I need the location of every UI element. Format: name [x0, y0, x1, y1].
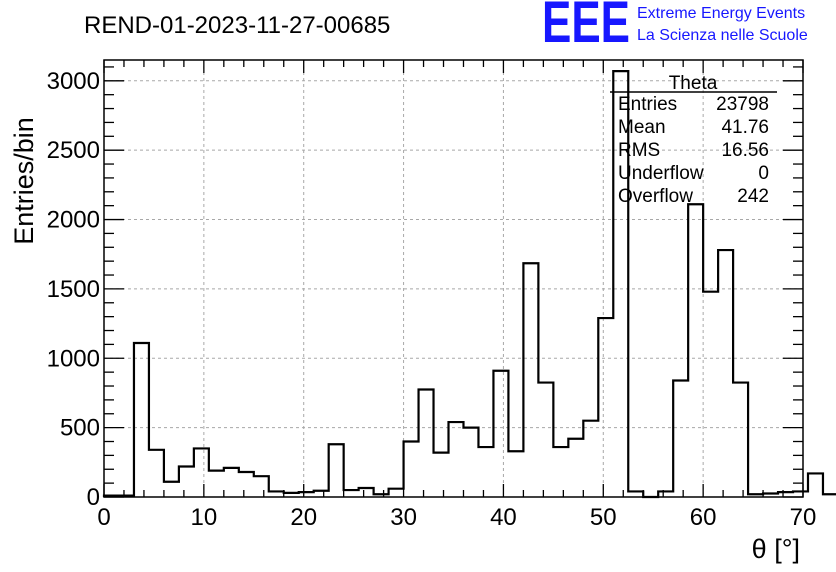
x-tick-label: 20 — [290, 504, 317, 531]
x-tick-label: 40 — [490, 504, 517, 531]
eee-logo: EEE Extreme Energy Events La Scienza nel… — [542, 0, 808, 55]
stats-label: Overflow — [618, 186, 693, 207]
x-tick-label: 50 — [590, 504, 617, 531]
x-axis-title: θ [°] — [752, 534, 800, 564]
grid-lines — [104, 60, 803, 497]
y-tick-label: 3000 — [47, 68, 100, 95]
histogram-title: REND-01-2023-11-27-00685 — [84, 12, 390, 39]
stats-value: 23798 — [716, 94, 769, 115]
eee-logo-mark: EEE — [542, 0, 630, 55]
histogram-outline — [102, 69, 836, 499]
x-tick-label: 0 — [97, 504, 110, 531]
y-axis-tick-labels: 0 500 1000 1500 2000 2500 3000 — [47, 68, 100, 511]
x-tick-label: 30 — [390, 504, 417, 531]
stats-value: 41.76 — [721, 117, 769, 138]
stats-label: Underflow — [618, 163, 704, 184]
x-tick-label: 70 — [790, 504, 817, 531]
stats-value: 16.56 — [721, 140, 769, 161]
stats-value: 0 — [758, 163, 769, 184]
logo-line-1: Extreme Energy Events — [637, 5, 805, 22]
stats-rows: Entries 23798 Mean 41.76 RMS 16.56 Underflow 0 O… — [618, 94, 769, 207]
stats-box-name: Theta — [669, 73, 718, 94]
stats-box: Theta Entries 23798 Mean 41.76 RMS 16.56 Under… — [610, 73, 777, 207]
plot-frame — [103, 59, 804, 498]
logo-line-2: La Scienza nelle Scuole — [637, 27, 808, 44]
y-tick-label: 500 — [60, 415, 100, 442]
axis-ticks — [103, 60, 804, 498]
stats-value: 242 — [737, 186, 769, 207]
x-axis-tick-labels: 0 10 20 30 40 50 60 70 — [97, 504, 816, 531]
y-tick-label: 1000 — [47, 345, 100, 372]
y-tick-label: 2000 — [47, 207, 100, 234]
stats-label: Mean — [618, 117, 666, 138]
x-tick-label: 10 — [191, 504, 218, 531]
y-tick-label: 2500 — [47, 137, 100, 164]
y-axis-title: Entries/bin — [9, 117, 39, 245]
y-tick-label: 1500 — [47, 276, 100, 303]
stats-label: RMS — [618, 140, 660, 161]
x-tick-label: 60 — [690, 504, 717, 531]
y-tick-label: 0 — [87, 484, 100, 511]
stats-label: Entries — [618, 94, 677, 115]
